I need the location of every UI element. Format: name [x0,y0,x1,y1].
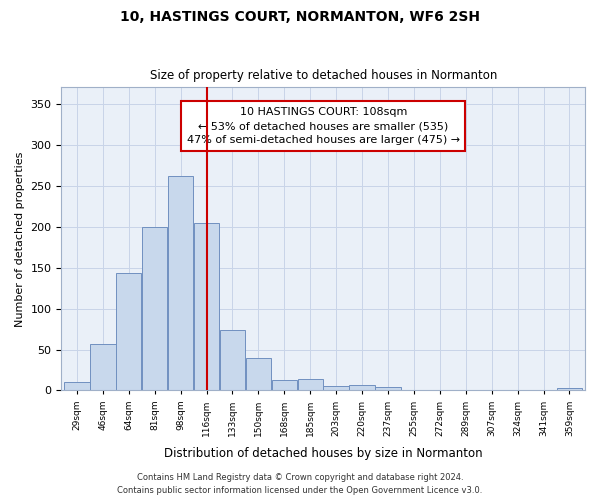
Bar [557,388,582,390]
Text: 10 HASTINGS COURT: 108sqm
← 53% of detached houses are smaller (535)
47% of semi: 10 HASTINGS COURT: 108sqm ← 53% of detac… [187,107,460,145]
Bar [349,385,375,390]
Bar [142,228,167,390]
Bar [323,386,349,390]
Text: 10, HASTINGS COURT, NORMANTON, WF6 2SH: 10, HASTINGS COURT, NORMANTON, WF6 2SH [120,10,480,24]
Bar [220,330,245,390]
X-axis label: Distribution of detached houses by size in Normanton: Distribution of detached houses by size … [164,447,482,460]
Y-axis label: Number of detached properties: Number of detached properties [15,151,25,326]
Text: Contains HM Land Registry data © Crown copyright and database right 2024.
Contai: Contains HM Land Registry data © Crown c… [118,474,482,495]
Bar [116,274,142,390]
Bar [64,382,89,390]
Bar [194,224,219,390]
Bar [245,358,271,390]
Bar [272,380,297,390]
Bar [376,387,401,390]
Bar [298,379,323,390]
Bar [90,344,116,391]
Bar [168,176,193,390]
Title: Size of property relative to detached houses in Normanton: Size of property relative to detached ho… [149,69,497,82]
